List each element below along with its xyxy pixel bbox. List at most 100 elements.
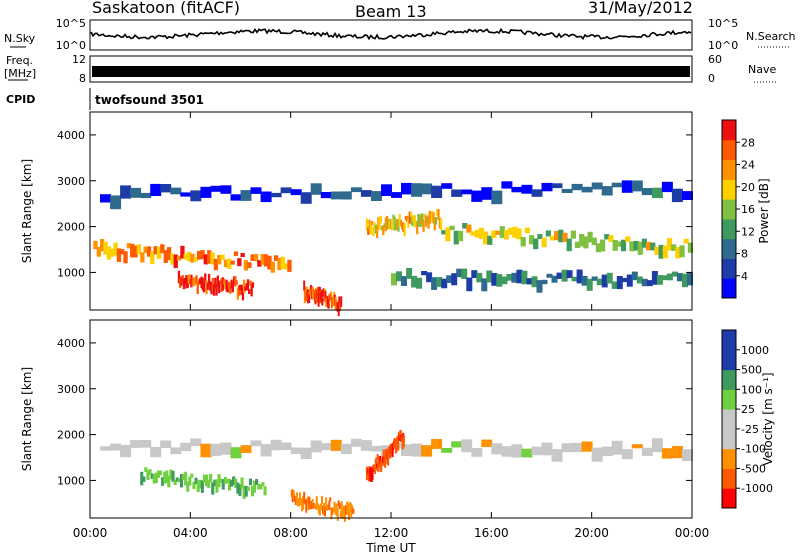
power-cell — [491, 230, 497, 238]
colorbar-swatch — [722, 179, 736, 200]
velocity-cell — [310, 501, 313, 510]
velocity-cell — [551, 449, 563, 462]
power-cell — [616, 276, 623, 290]
power-cell — [409, 212, 413, 217]
power-cell — [207, 250, 212, 264]
power-cell — [487, 235, 493, 245]
power-cell — [413, 214, 416, 228]
power-cell — [411, 183, 423, 197]
power-cell — [620, 239, 627, 252]
power-cell — [501, 276, 508, 285]
power-cell — [130, 243, 135, 258]
velocity-cell — [228, 478, 232, 491]
velocity-cell — [120, 444, 132, 458]
power-cell — [478, 227, 484, 239]
power-cell — [579, 233, 585, 247]
velocity-cell — [318, 505, 321, 516]
power-cell — [322, 288, 325, 293]
power-cell — [495, 230, 501, 235]
power-cell — [373, 222, 376, 228]
velocity-cell — [250, 440, 262, 447]
velocity-cell — [350, 438, 362, 447]
power-cell — [251, 282, 255, 288]
velocity-cell — [186, 481, 190, 492]
power-cell — [421, 213, 424, 227]
power-cell — [581, 186, 593, 193]
power-cell — [536, 280, 543, 293]
power-cell — [273, 255, 279, 261]
power-cell — [210, 252, 215, 265]
power-cell — [325, 296, 328, 305]
power-cell — [389, 218, 392, 229]
power-cell — [421, 183, 433, 195]
power-cell — [113, 242, 118, 256]
power-cell — [537, 234, 543, 240]
velocity-cell — [311, 498, 314, 504]
power-cell — [277, 257, 282, 271]
velocity-cell — [396, 435, 399, 442]
colorbar-swatch — [722, 349, 736, 371]
velocity-cell — [389, 451, 392, 459]
x-tick-label: 00:00 — [73, 526, 108, 540]
power-cell — [130, 187, 142, 198]
velocity-cell — [294, 499, 297, 506]
power-cell — [270, 261, 275, 273]
power-cell — [526, 278, 533, 285]
velocity-cell — [270, 439, 282, 451]
power-cell — [398, 214, 401, 227]
velocity-cell — [379, 455, 382, 465]
power-cell — [549, 235, 556, 241]
power-cell — [370, 191, 382, 201]
power-cell — [661, 181, 673, 193]
power-cell — [267, 255, 272, 270]
velocity-cell — [205, 474, 209, 487]
power-cell — [604, 234, 610, 240]
velocity-cell — [300, 447, 312, 459]
power-cell — [661, 275, 668, 281]
nsearch-tick-bottom: 10^0 — [708, 39, 738, 52]
power-cell — [554, 230, 560, 241]
velocity-cell — [253, 480, 257, 493]
velocity-cell — [198, 479, 202, 489]
power-cell — [103, 241, 108, 255]
velocity-cell — [324, 506, 327, 517]
velocity-cell — [330, 439, 342, 451]
power-cell — [186, 277, 189, 288]
power-cell — [209, 281, 212, 291]
velocity-cell — [397, 439, 400, 451]
velocity-cell — [295, 492, 298, 504]
power-cell — [396, 219, 399, 230]
power-cell — [230, 279, 233, 289]
velocity-cell — [391, 443, 394, 458]
power-cell — [126, 243, 132, 249]
power-cell — [236, 287, 239, 300]
velocity-cell — [531, 446, 543, 456]
power-cell — [422, 219, 425, 232]
velocity-cell — [150, 446, 162, 458]
power-cell — [201, 277, 204, 291]
colorbar-tick-label: 16 — [741, 203, 755, 216]
nsky-tick-top: 10^5 — [56, 17, 86, 30]
colorbar-swatch — [722, 488, 736, 509]
power-cell — [360, 190, 372, 197]
power-cell — [439, 218, 443, 230]
power-cell — [631, 180, 643, 192]
power-cell — [654, 246, 660, 255]
power-cell — [483, 231, 489, 245]
power-cell — [377, 217, 380, 230]
velocity-cell — [167, 475, 171, 488]
power-cell — [581, 275, 588, 286]
power-cell — [414, 220, 418, 227]
velocity-cell — [175, 477, 179, 482]
power-cell — [330, 291, 333, 302]
power-cell — [466, 224, 472, 233]
colorbar-swatch — [722, 218, 736, 240]
power-cell — [210, 282, 213, 295]
power-cell — [481, 278, 488, 292]
power-cell — [379, 215, 382, 224]
power-cell — [616, 241, 622, 247]
power-cell — [150, 183, 162, 196]
power-cell — [508, 227, 514, 235]
velocity-cell — [401, 437, 404, 450]
power-cell — [195, 275, 198, 284]
